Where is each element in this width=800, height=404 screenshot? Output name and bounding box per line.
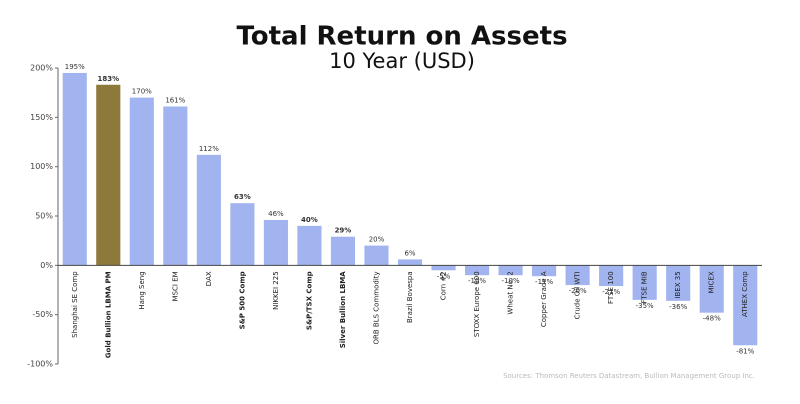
value-label: 29%	[335, 227, 352, 235]
x-tick-label: Gold Bullion LBMA PM	[104, 271, 112, 358]
value-label: -10%	[468, 277, 486, 285]
x-tick-label: Shanghai SE Comp	[71, 271, 79, 338]
bar	[330, 236, 356, 266]
x-tick-label: FTSE MIB	[641, 271, 649, 303]
x-tick-label: DAX	[205, 271, 213, 286]
value-label: -10%	[502, 277, 520, 285]
y-tick-label: -50%	[32, 310, 53, 319]
x-tick-label: NIKKEI 225	[272, 271, 280, 310]
value-label: 112%	[199, 145, 219, 153]
bar	[599, 265, 624, 287]
x-tick-label: Hang Seng	[138, 271, 146, 309]
x-tick-label: Brazil Bovespa	[406, 271, 414, 323]
x-tick-label: Wheat No. 2	[507, 271, 515, 314]
value-label: 195%	[65, 63, 85, 71]
chart-subtitle: 10 Year (USD)	[329, 49, 475, 73]
bar	[364, 245, 389, 266]
value-label: 170%	[132, 88, 152, 96]
bar	[263, 219, 288, 266]
x-tick-label: Corn #2	[440, 271, 448, 300]
x-tick-label: ATHEX Comp	[741, 271, 749, 317]
bar	[733, 265, 758, 346]
x-tick-label: MICEX	[708, 271, 716, 293]
value-label: 63%	[234, 193, 251, 201]
bar	[498, 265, 523, 276]
bar	[163, 106, 188, 266]
chart-title: Total Return on Assets	[236, 22, 567, 52]
bar	[96, 84, 121, 266]
value-label: -36%	[669, 303, 687, 311]
x-tick-label: Crude Oil WTI	[574, 271, 582, 319]
x-tick-label: MSCI EM	[171, 271, 179, 301]
x-tick-label: IBEX 35	[674, 271, 682, 298]
bar	[699, 265, 724, 313]
y-tick-label: 0%	[40, 261, 53, 270]
bar	[565, 265, 590, 286]
value-label: -48%	[703, 315, 721, 323]
y-tick-label: 150%	[30, 113, 53, 122]
bar	[632, 265, 657, 300]
value-label: -81%	[736, 347, 754, 355]
bar	[297, 225, 322, 266]
x-tick-label: STOXX Europe 600	[473, 271, 481, 337]
bar	[431, 265, 456, 271]
value-label: -35%	[636, 302, 654, 310]
source-note: Sources: Thomson Reuters Datastream, Bul…	[503, 372, 755, 380]
y-tick-label: -100%	[27, 360, 53, 369]
value-label: 40%	[301, 216, 318, 224]
value-label: 20%	[369, 236, 385, 244]
y-tick-label: 50%	[35, 212, 53, 221]
bar	[129, 97, 154, 266]
x-tick-label: Silver Bullion LBMA	[339, 271, 347, 349]
y-tick-label: 200%	[30, 64, 53, 73]
value-label: 46%	[268, 210, 284, 218]
bar	[666, 265, 691, 301]
value-label: -5%	[437, 272, 451, 280]
value-label: -20%	[569, 287, 587, 295]
value-label: 161%	[165, 96, 185, 104]
value-label: 183%	[97, 75, 119, 83]
bar	[464, 265, 490, 276]
value-label: 6%	[404, 249, 415, 257]
x-tick-label: Copper Grade A	[540, 271, 548, 327]
value-label: -21%	[602, 288, 620, 296]
x-tick-label: ORB BLS Commodity	[372, 271, 380, 344]
x-tick-label: FTSE 100	[607, 271, 615, 304]
x-tick-label: S&P/TSX Comp	[305, 271, 313, 330]
bar	[196, 154, 221, 266]
bar	[397, 259, 423, 266]
bar	[230, 203, 255, 266]
bar	[532, 265, 557, 277]
x-tick-label: S&P 500 Comp	[238, 271, 246, 329]
y-tick-label: 100%	[30, 162, 53, 171]
bar	[62, 72, 87, 266]
value-label: -11%	[535, 278, 553, 286]
